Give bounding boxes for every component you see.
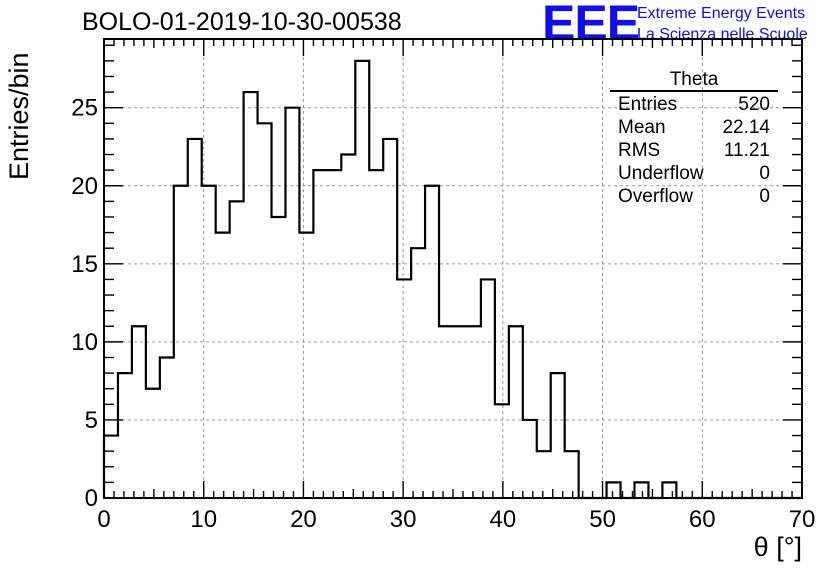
x-tick-label: 50 [589,506,616,533]
histogram-bin [216,233,230,498]
histogram-bin [397,279,411,498]
histogram-bin [146,389,160,498]
histogram-bin [411,248,425,498]
histogram-bin [299,233,313,498]
histogram-bin [327,170,341,498]
histogram-bin [481,279,495,498]
histogram-bin [272,217,286,498]
x-axis-label: θ [°] [753,532,802,562]
x-tick-label: 0 [97,506,110,533]
stats-label: RMS [618,140,661,161]
x-tick-label: 60 [689,506,716,533]
histogram-bin [565,451,579,498]
histogram-bin [495,404,509,498]
histogram-bin [285,108,299,498]
histogram-bin [551,373,565,498]
histogram-bin [132,326,146,498]
chart-title: BOLO-01-2019-10-30-00538 [82,8,402,36]
y-tick-label: 0 [85,485,98,512]
histogram-bin [258,123,272,498]
y-tick-label: 20 [71,173,98,200]
histogram-bin [509,326,523,498]
histogram-bin [634,482,648,498]
stats-label: Entries [618,94,678,115]
histogram-bin [425,186,439,498]
stats-label: Underflow [618,163,704,184]
x-tick-label: 20 [290,506,317,533]
stats-row-underflow: Underflow 0 [610,162,778,185]
histogram-bin [202,186,216,498]
bars-layer [102,59,802,500]
axes-layer: 0 10 20 30 40 50 60 70 0 5 10 15 20 25 [71,38,816,533]
histogram-bin [523,420,537,498]
histogram-bin [369,170,383,498]
histogram-bin [607,482,621,498]
histogram-bin [174,186,188,498]
stats-row-mean: Mean 22.14 [610,116,778,139]
histogram-bin [188,139,202,498]
x-tick-label: 40 [490,506,517,533]
stats-label: Overflow [618,186,693,207]
histogram-bin [453,326,467,498]
y-tick-label: 10 [71,329,98,356]
histogram-bin [118,373,132,498]
histogram-bin [383,139,397,498]
stats-value: 11.21 [723,140,770,161]
stats-row-entries: Entries 520 [610,93,778,116]
histogram-bin [355,61,369,498]
histogram-bin [313,170,327,498]
y-tick-label: 15 [71,251,98,278]
stats-label: Mean [618,117,666,138]
x-tick-label: 70 [789,506,816,533]
stats-title: Theta [610,70,778,92]
logo-line-1: Extreme Energy Events [637,5,806,22]
stats-value: 0 [759,186,770,207]
x-tick-label: 10 [190,506,217,533]
histogram-bin [160,357,174,498]
histogram-bin [537,451,551,498]
stats-row-overflow: Overflow 0 [610,185,778,208]
stats-box: Theta Entries 520 Mean 22.14 RMS 11.21 U… [610,70,778,208]
stats-value: 0 [759,163,770,184]
histogram-bin [439,326,453,498]
grid-layer [104,39,802,498]
stats-row-rms: RMS 11.21 [610,139,778,162]
stats-value: 22.14 [722,117,770,138]
y-tick-label: 5 [85,407,98,434]
histogram-bin [467,326,481,498]
histogram-outline [102,59,802,500]
histogram-bin [662,482,676,498]
y-tick-label: 25 [71,95,98,122]
histogram-bin [341,155,355,498]
stats-value: 520 [738,94,770,115]
x-tick-label: 30 [390,506,417,533]
histogram-bin [230,201,244,498]
histogram-bin [244,92,258,498]
